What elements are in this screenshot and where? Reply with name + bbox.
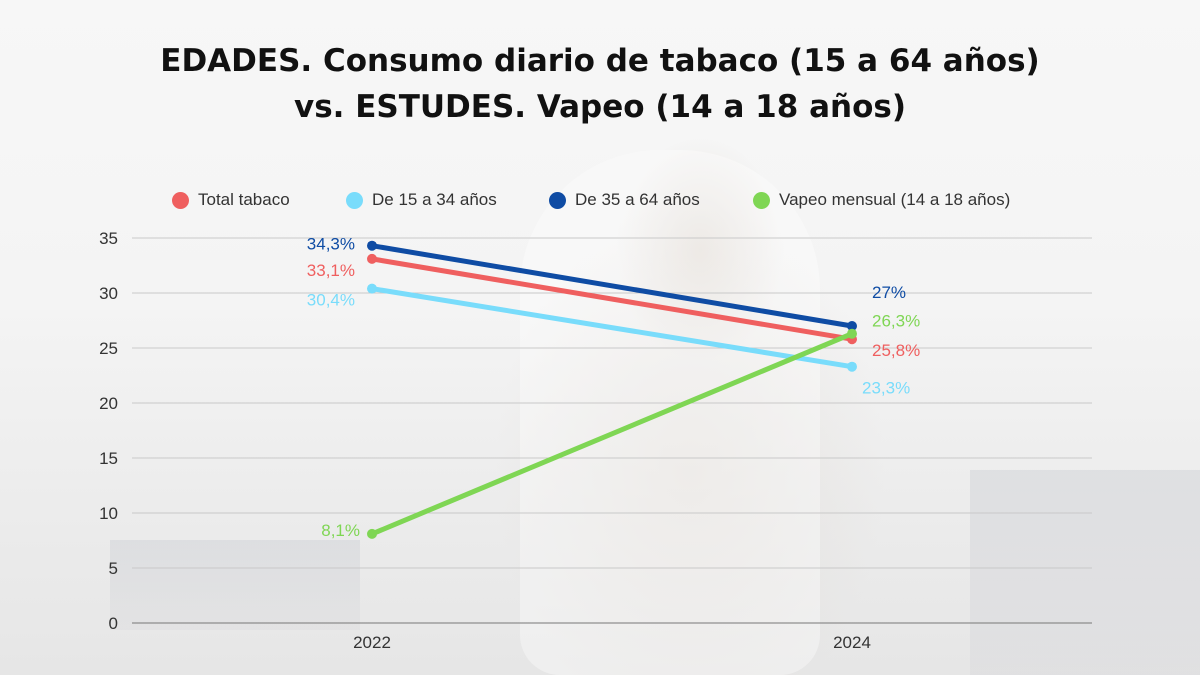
chart-title-line-1: EDADES. Consumo diario de tabaco (15 a 6… (160, 43, 1040, 79)
y-tick-label: 0 (109, 614, 118, 633)
data-label-0-1: 25,8% (872, 341, 920, 360)
legend-item-35-64[interactable]: De 35 a 64 años (549, 190, 700, 210)
chart-legend: Total tabaco De 15 a 34 años De 35 a 64 … (0, 190, 1200, 214)
data-point-0-0 (367, 253, 377, 264)
data-point-3-1 (847, 328, 857, 339)
legend-marker-15-34 (346, 191, 363, 209)
legend-label-15-34: De 15 a 34 años (372, 190, 497, 209)
data-label-3-0: 8,1% (321, 521, 360, 540)
legend-label-vapeo: Vapeo mensual (14 a 18 años) (779, 190, 1011, 209)
series-line-1 (369, 286, 855, 370)
x-tick-label: 2022 (353, 633, 391, 652)
series-line-0 (369, 256, 855, 342)
background-building-right (970, 470, 1200, 675)
chart-title: EDADES. Consumo diario de tabaco (15 a 6… (0, 38, 1200, 130)
data-point-3-0 (367, 528, 377, 539)
series-line-3 (369, 331, 855, 537)
series-line-2 (369, 243, 855, 329)
background-building-left (110, 540, 360, 630)
legend-item-total-tabaco[interactable]: Total tabaco (172, 190, 290, 210)
data-label-2-1: 27% (872, 283, 906, 302)
data-label-0-0: 33,1% (307, 261, 355, 280)
legend-label-35-64: De 35 a 64 años (575, 190, 700, 209)
legend-item-15-34[interactable]: De 15 a 34 años (346, 190, 497, 210)
data-label-1-0: 30,4% (307, 291, 355, 310)
y-tick-label: 5 (109, 559, 118, 578)
y-tick-label: 10 (99, 504, 118, 523)
legend-marker-total-tabaco (172, 191, 189, 209)
y-tick-label: 30 (99, 284, 118, 303)
data-point-2-1 (847, 321, 857, 331)
y-tick-label: 20 (99, 394, 118, 413)
y-tick-label: 35 (99, 229, 118, 248)
data-point-1-0 (367, 283, 377, 294)
legend-item-vapeo[interactable]: Vapeo mensual (14 a 18 años) (753, 190, 1010, 210)
y-tick-label: 25 (99, 339, 118, 358)
data-point-2-0 (367, 240, 377, 251)
legend-marker-vapeo (753, 191, 770, 209)
data-label-3-1: 26,3% (872, 312, 920, 331)
data-point-1-1 (847, 361, 857, 372)
y-tick-label: 15 (99, 449, 118, 468)
data-label-2-0: 34,3% (307, 235, 355, 254)
legend-marker-35-64 (549, 191, 566, 209)
chart-title-line-2: vs. ESTUDES. Vapeo (14 a 18 años) (293, 89, 907, 125)
x-tick-label: 2024 (833, 633, 871, 652)
data-label-1-1: 23,3% (862, 379, 910, 398)
legend-label-total-tabaco: Total tabaco (198, 190, 290, 209)
